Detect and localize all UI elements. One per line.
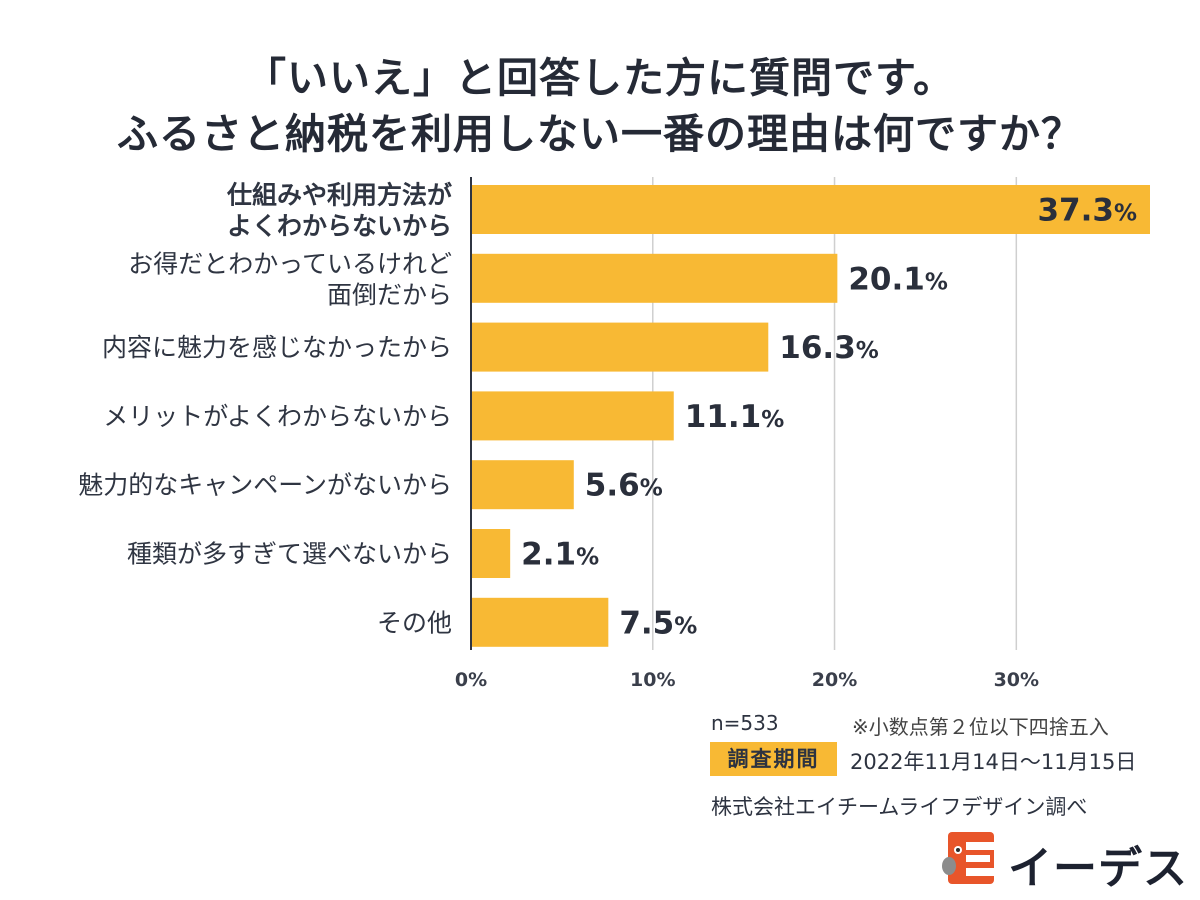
category-label: 内容に魅力を感じなかったから	[102, 333, 452, 362]
value-label: 2.1%	[521, 537, 599, 573]
category-label: メリットがよくわからないから	[103, 402, 452, 431]
bars	[472, 185, 1150, 647]
bar	[472, 185, 1150, 234]
value-percent-sign: %	[925, 269, 948, 295]
x-tick-label: 20%	[812, 669, 857, 691]
value-percent-sign: %	[761, 407, 784, 433]
value-number: 16.3	[779, 330, 856, 366]
bar	[472, 460, 574, 510]
category-label: 魅力的なキャンペーンがないから	[78, 471, 452, 500]
value-label: 20.1%	[848, 261, 948, 297]
x-tick-label: 10%	[630, 669, 675, 691]
category-label: その他	[377, 608, 452, 637]
category-label: 仕組みや利用方法が	[226, 181, 452, 210]
value-number: 5.6	[585, 468, 640, 504]
category-labels: 仕組みや利用方法がよくわからないからお得だとわかっているけれど面倒だから内容に魅…	[78, 181, 452, 638]
rounding-note: ※小数点第２位以下四捨五入	[852, 715, 1109, 739]
edes-logo	[942, 832, 996, 884]
bar	[472, 391, 674, 441]
bar	[472, 529, 511, 578]
value-percent-sign: %	[856, 338, 879, 364]
x-tick-label: 0%	[455, 669, 487, 691]
bar	[472, 597, 609, 647]
value-label: 5.6%	[585, 468, 663, 504]
logo-wordmark: イーデス	[1008, 843, 1188, 894]
value-label: 7.5%	[619, 605, 697, 641]
sample-size: n=533	[711, 711, 779, 735]
chart-title-line1: 「いいえ」と回答した方に質問です。	[245, 54, 955, 102]
value-number: 2.1	[521, 537, 576, 573]
category-label: お得だとわかっているけれど	[128, 249, 452, 278]
survey-period-badge: 調査期間	[710, 742, 837, 776]
value-label: 16.3%	[779, 330, 879, 366]
value-label: 11.1%	[685, 399, 785, 435]
category-label: 面倒だから	[327, 280, 452, 309]
chart-title-line2: ふるさと納税を利用しない一番の理由は何ですか？	[117, 110, 1083, 158]
category-label: 種類が多すぎて選べないから	[127, 540, 452, 569]
value-label: 37.3%	[1037, 193, 1137, 229]
edes-mascot-icon	[942, 832, 996, 884]
bar	[472, 322, 769, 372]
x-tick-label: 30%	[994, 669, 1039, 691]
value-number: 20.1	[848, 261, 925, 297]
survey-period: 2022年11月14日～11月15日	[850, 750, 1137, 774]
value-percent-sign: %	[640, 476, 663, 502]
value-number: 7.5	[619, 605, 674, 641]
value-labels: 37.3%20.1%16.3%11.1%5.6%2.1%7.5%	[521, 193, 1137, 642]
value-number: 37.3	[1037, 193, 1114, 229]
value-percent-sign: %	[576, 545, 599, 571]
source-credit: 株式会社エイチームライフデザイン調べ	[711, 795, 1088, 819]
category-label: よくわからないから	[227, 212, 452, 241]
value-number: 11.1	[685, 399, 762, 435]
value-percent-sign: %	[1114, 201, 1137, 227]
bar	[472, 253, 838, 303]
value-percent-sign: %	[674, 613, 697, 639]
x-axis-ticks: 0% 10% 20% 30%	[455, 669, 1039, 691]
